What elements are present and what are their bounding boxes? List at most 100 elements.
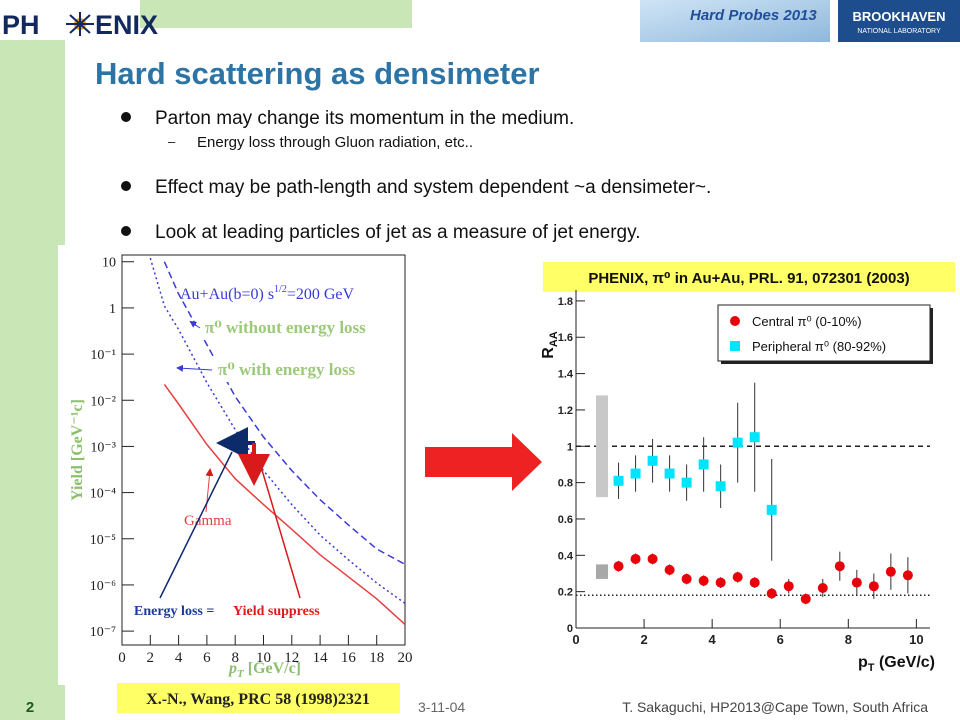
- y-tick-label: 10⁻²: [90, 394, 116, 409]
- label-bg: [196, 316, 402, 340]
- title-box: [543, 262, 955, 292]
- x-axis-label-part: p: [227, 660, 237, 677]
- marker: [698, 575, 709, 586]
- x-tick-label: 6: [203, 650, 211, 666]
- marker: [732, 437, 743, 448]
- x-tick-label: 10: [909, 632, 923, 647]
- marker: [613, 475, 624, 486]
- transition-arrow: [425, 433, 542, 491]
- y-tick-label: 1.2: [558, 405, 573, 417]
- legend-marker: [730, 341, 740, 351]
- uncertainty-box: [596, 564, 608, 579]
- banner-title: Hard Probes 2013: [690, 7, 817, 24]
- series-label: π⁰ with energy loss: [218, 360, 356, 379]
- y-tick-label: 1: [109, 302, 116, 317]
- marker: [749, 432, 760, 443]
- x-tick-label: 8: [845, 632, 852, 647]
- side-strip: [0, 40, 65, 720]
- label-arrow: [189, 320, 201, 329]
- bullet-text: Effect may be path-length and system dep…: [155, 177, 711, 198]
- marker: [783, 581, 794, 592]
- page-number: 2: [26, 699, 34, 716]
- y-tick-label: 1: [567, 441, 573, 453]
- pointer-line: [261, 469, 301, 599]
- y-tick-label: 10⁻⁴: [90, 487, 116, 502]
- x-tick-label: 6: [777, 632, 784, 647]
- series-label: Gamma: [184, 513, 232, 529]
- marker: [715, 481, 726, 492]
- y-tick-label: 0.4: [558, 550, 574, 562]
- plot-note: Energy loss =: [134, 604, 214, 619]
- banner-bg: [640, 0, 830, 42]
- plot-note: Yield suppress: [233, 604, 320, 619]
- marker: [834, 561, 845, 572]
- banner: Hard Probes 2013: [640, 0, 830, 42]
- x-axis-label-part: p: [858, 654, 868, 671]
- x-axis-label-part: (GeV/c): [875, 654, 935, 671]
- x-tick-label: 4: [175, 650, 183, 666]
- caption: X.-N., Wang, PRC 58 (1998)2321: [146, 691, 370, 708]
- y-tick-label: 0.8: [558, 478, 573, 490]
- marker: [613, 561, 624, 572]
- bullet-text: Look at leading particles of jet as a me…: [155, 222, 640, 243]
- x-tick-label: 16: [341, 650, 357, 666]
- marker: [885, 566, 896, 577]
- x-tick-label: 18: [369, 650, 384, 666]
- x-tick-label: 8: [231, 650, 239, 666]
- footer-date: 3-11-04: [418, 699, 465, 715]
- slide-title: Hard scattering as densimeter: [95, 56, 540, 91]
- sub-bullet-text: Energy loss through Gluon radiation, etc…: [197, 134, 473, 151]
- marker: [851, 577, 862, 588]
- y-tick-label: 10⁻¹: [90, 348, 116, 363]
- x-axis-label: pT [GeV/c]: [227, 660, 301, 680]
- sub-dash: –: [168, 134, 176, 149]
- x-axis-label-sub: T: [868, 662, 875, 674]
- y-tick-label: 10: [102, 256, 116, 271]
- marker: [766, 588, 777, 599]
- x-tick-label: 20: [398, 650, 413, 666]
- bullet-list: Parton may change its momentum in the me…: [121, 108, 711, 243]
- x-tick-label: 0: [572, 632, 579, 647]
- x-tick-label: 12: [284, 650, 299, 666]
- marker: [732, 572, 743, 583]
- marker: [766, 504, 777, 515]
- bullet-dot: [121, 112, 131, 122]
- uncertainty-box: [596, 395, 608, 498]
- x-axis-label-part: [GeV/c]: [244, 660, 301, 677]
- x-axis-label-sub: T: [237, 668, 245, 680]
- marker: [698, 459, 709, 470]
- marker: [647, 455, 658, 466]
- y-tick-label: 1.4: [558, 369, 574, 381]
- legend-label: Peripheral π⁰ (80-92%): [752, 339, 886, 354]
- logo-text: ENIX: [95, 10, 158, 40]
- caption-box: [117, 683, 400, 713]
- marker: [817, 583, 828, 594]
- x-axis-label: pT (GeV/c): [858, 654, 935, 674]
- marker: [715, 577, 726, 588]
- marker: [868, 581, 879, 592]
- bullet-dot: [121, 226, 131, 236]
- curve: [163, 261, 406, 565]
- y-tick-label: 0: [567, 623, 573, 635]
- y-axis-label: Yield [GeV⁻¹c]: [69, 399, 86, 501]
- y-tick-label: 0.2: [558, 587, 573, 599]
- legend-label: Central π⁰ (0-10%): [752, 314, 862, 329]
- curve: [163, 383, 406, 625]
- label-bg: [210, 358, 390, 382]
- logo-text: NATIONAL LABORATORY: [857, 28, 941, 35]
- right-chart: PHENIX, π⁰ in Au+Au, PRL. 91, 072301 (20…: [540, 262, 955, 674]
- x-tick-label: 0: [118, 650, 126, 666]
- y-tick-label: 0.6: [558, 514, 573, 526]
- annotation-sup: 1/2: [274, 284, 287, 295]
- x-tick-label: 10: [256, 650, 271, 666]
- pointer-line: [159, 451, 233, 599]
- chart-title: PHENIX, π⁰ in Au+Au, PRL. 91, 072301 (20…: [588, 270, 909, 287]
- marker: [800, 593, 811, 604]
- logo-right: BROOKHAVEN NATIONAL LABORATORY: [838, 0, 960, 42]
- footer-author: T. Sakaguchi, HP2013@Cape Town, South Af…: [622, 699, 928, 715]
- marker: [681, 573, 692, 584]
- series-label: π⁰ without energy loss: [205, 318, 366, 337]
- x-tick-label: 2: [640, 632, 647, 647]
- annotation-text: =200 GeV: [287, 286, 355, 303]
